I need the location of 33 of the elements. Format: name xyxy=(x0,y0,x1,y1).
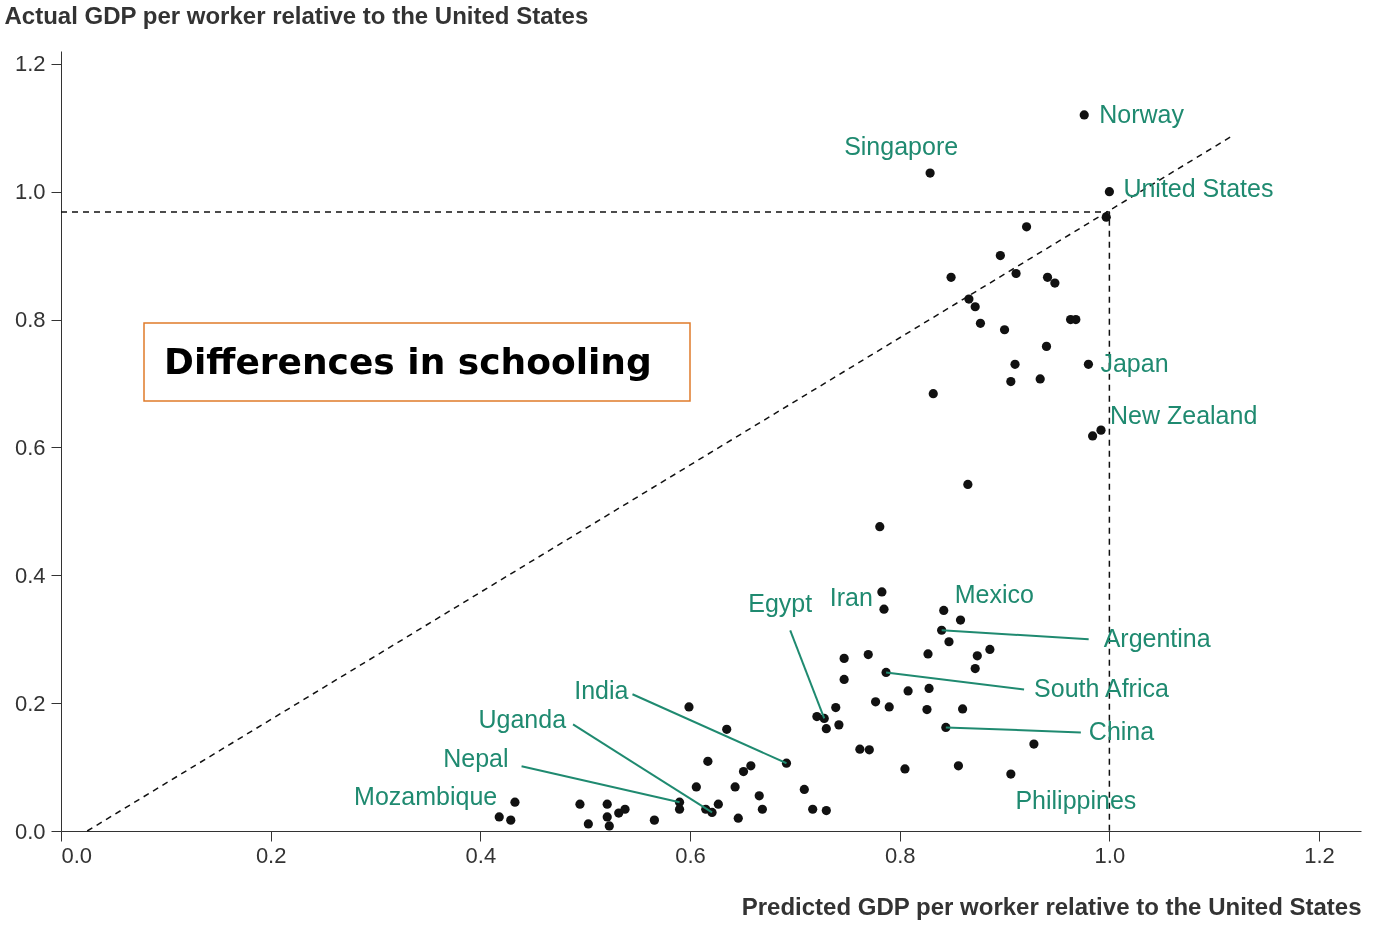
annotation: Iran xyxy=(829,582,873,611)
y-tick-label: 1.2 xyxy=(14,51,46,77)
x-tick-label: 1.2 xyxy=(1304,842,1335,868)
x-axis-title: Predicted GDP per worker relative to the United States xyxy=(741,892,1362,920)
x-tick-label: 0.8 xyxy=(884,842,916,868)
annotation: India xyxy=(574,676,629,705)
annotation: South Africa xyxy=(1034,674,1169,703)
y-tick-label: 0.4 xyxy=(14,562,46,588)
y-tick-label: 1.0 xyxy=(14,179,46,205)
y-tick-label: 0.6 xyxy=(14,434,46,460)
y-axis-title: Actual GDP per worker relative to the United States xyxy=(4,1,589,29)
x-tick-label: 0.4 xyxy=(465,842,497,868)
annotation: Japan xyxy=(1100,349,1169,378)
annotation: Differences in schooling xyxy=(164,341,652,382)
x-tick-label: 1.0 xyxy=(1094,842,1126,868)
annotation: Norway xyxy=(1099,99,1185,128)
annotation: Egypt xyxy=(748,589,813,618)
annotation: Mozambique xyxy=(354,781,498,810)
x-tick-label: 0.2 xyxy=(255,842,287,868)
annotation: Nepal xyxy=(443,744,509,773)
x-tick-label: 0.0 xyxy=(61,842,93,868)
annotation: Argentina xyxy=(1103,624,1211,653)
annotation: Singapore xyxy=(844,132,959,161)
y-tick-label: 0.0 xyxy=(14,818,46,844)
y-tick-label: 0.8 xyxy=(14,307,46,333)
annotation: China xyxy=(1088,717,1155,746)
x-tick-label: 0.6 xyxy=(675,842,706,868)
annotation: New Zealand xyxy=(1110,401,1258,430)
y-tick-label: 0.2 xyxy=(14,690,46,716)
annotation: United States xyxy=(1123,173,1274,202)
annotation: Mexico xyxy=(954,580,1034,609)
annotation: Uganda xyxy=(478,705,567,734)
annotation: Philippines xyxy=(1015,786,1137,815)
